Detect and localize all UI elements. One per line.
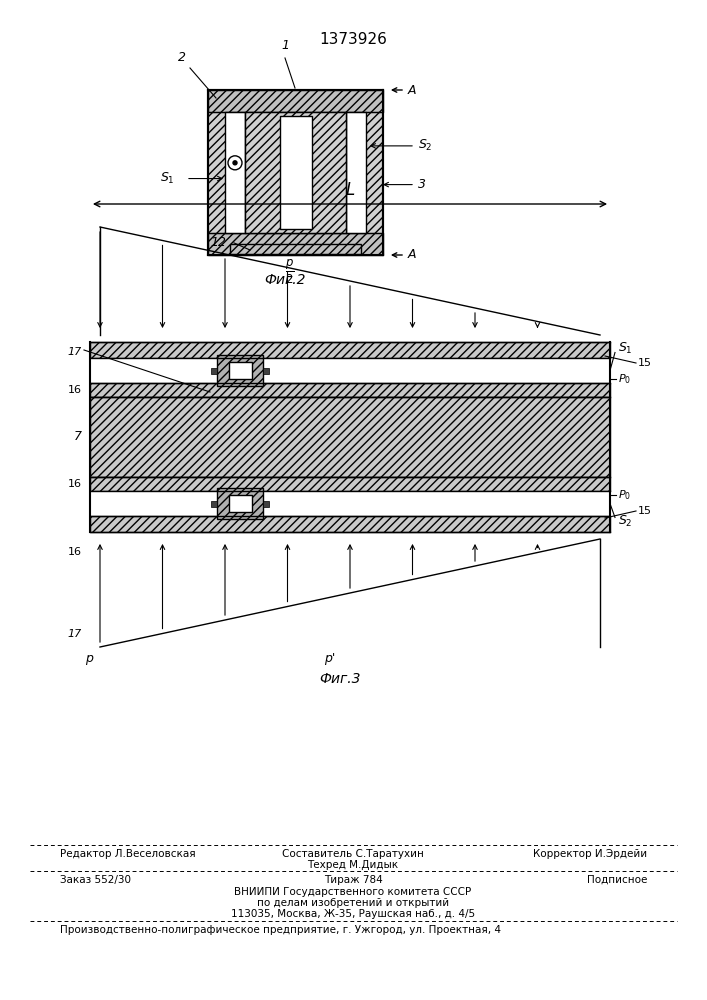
Bar bbox=[211, 500, 217, 506]
Text: 16: 16 bbox=[68, 479, 82, 489]
Text: 12: 12 bbox=[210, 236, 226, 249]
Text: Тираж 784: Тираж 784 bbox=[324, 875, 382, 885]
Text: 7: 7 bbox=[74, 430, 82, 444]
Text: L: L bbox=[346, 181, 355, 199]
Bar bbox=[208, 90, 383, 255]
Text: 15: 15 bbox=[638, 506, 652, 516]
Text: 1: 1 bbox=[281, 39, 289, 52]
Text: Корректор И.Эрдейи: Корректор И.Эрдейи bbox=[533, 849, 647, 859]
Text: Фиг.2: Фиг.2 bbox=[264, 273, 305, 287]
Text: Подписное: Подписное bbox=[587, 875, 647, 885]
Text: 113035, Москва, Ж-35, Раушская наб., д. 4/5: 113035, Москва, Ж-35, Раушская наб., д. … bbox=[231, 909, 475, 919]
Bar bbox=[208, 90, 383, 112]
Text: p: p bbox=[85, 652, 93, 665]
Text: ВНИИПИ Государственного комитета СССР: ВНИИПИ Государственного комитета СССР bbox=[235, 887, 472, 897]
Bar bbox=[279, 116, 312, 229]
Bar bbox=[217, 488, 263, 519]
Bar bbox=[208, 233, 383, 255]
Circle shape bbox=[233, 161, 237, 165]
Text: 1373926: 1373926 bbox=[319, 32, 387, 47]
Text: по делам изобретений и открытий: по делам изобретений и открытий bbox=[257, 898, 449, 908]
Text: $P_0$: $P_0$ bbox=[618, 372, 631, 386]
Bar bbox=[90, 342, 610, 358]
Text: Фиг.3: Фиг.3 bbox=[320, 672, 361, 686]
Text: $P_0$: $P_0$ bbox=[618, 488, 631, 502]
Text: Техред М.Дидык: Техред М.Дидык bbox=[308, 860, 399, 870]
Bar bbox=[228, 362, 252, 379]
Text: 2: 2 bbox=[178, 51, 186, 64]
Bar bbox=[90, 383, 610, 397]
Text: $S_1$: $S_1$ bbox=[618, 341, 633, 356]
Bar bbox=[346, 112, 366, 233]
Bar bbox=[90, 358, 610, 383]
Bar bbox=[90, 397, 610, 477]
Text: $\frac{p}{2}$: $\frac{p}{2}$ bbox=[286, 258, 295, 286]
Bar bbox=[217, 355, 263, 386]
Text: Заказ 552/30: Заказ 552/30 bbox=[60, 875, 131, 885]
Bar bbox=[228, 495, 252, 512]
Text: Составитель С.Таратухин: Составитель С.Таратухин bbox=[282, 849, 424, 859]
Text: 17: 17 bbox=[68, 629, 82, 639]
Bar bbox=[90, 491, 610, 516]
Text: Производственно-полиграфическое предприятие, г. Ужгород, ул. Проектная, 4: Производственно-полиграфическое предприя… bbox=[60, 925, 501, 935]
Bar bbox=[263, 367, 269, 373]
Bar bbox=[263, 500, 269, 506]
Text: Редактор Л.Веселовская: Редактор Л.Веселовская bbox=[60, 849, 196, 859]
Bar bbox=[90, 516, 610, 532]
Text: p': p' bbox=[325, 652, 336, 665]
Text: 15: 15 bbox=[638, 358, 652, 368]
Bar bbox=[230, 244, 361, 254]
Text: 16: 16 bbox=[68, 385, 82, 395]
Text: 16: 16 bbox=[68, 547, 82, 557]
Text: A: A bbox=[408, 84, 416, 97]
Text: $S_2$: $S_2$ bbox=[618, 514, 633, 529]
Bar bbox=[245, 112, 346, 233]
Text: $S_1$: $S_1$ bbox=[160, 171, 175, 186]
Text: 3: 3 bbox=[418, 178, 426, 191]
Bar bbox=[225, 112, 245, 233]
Text: 17: 17 bbox=[68, 347, 82, 357]
Text: $S_2$: $S_2$ bbox=[418, 138, 433, 153]
Bar bbox=[90, 477, 610, 491]
Bar bbox=[211, 367, 217, 373]
Text: A: A bbox=[408, 248, 416, 261]
